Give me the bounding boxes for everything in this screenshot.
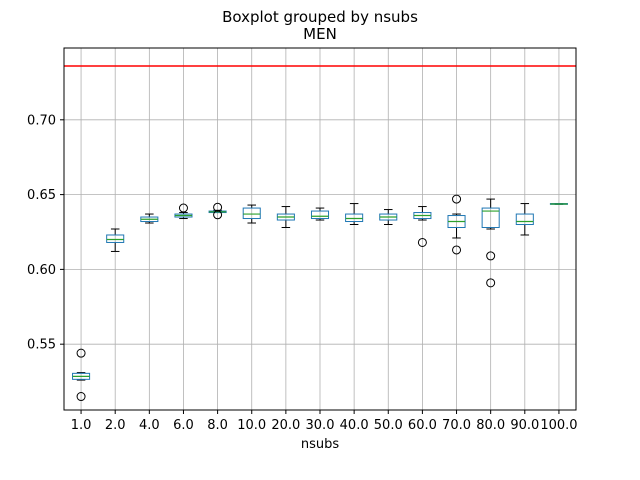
- iqr-box: [515, 213, 534, 226]
- iqr-box: [106, 234, 125, 243]
- x-tick-label: 20.0: [271, 418, 300, 433]
- outlier-point: [417, 237, 427, 247]
- box-1.0: [72, 348, 91, 402]
- outlier-point: [76, 392, 86, 402]
- x-tick-label: 10.0: [237, 418, 266, 433]
- box-80.0: [481, 198, 500, 288]
- grid-lines: [64, 48, 576, 410]
- iqr-box: [310, 210, 330, 220]
- box-30.0: [310, 207, 330, 221]
- box-90.0: [515, 203, 534, 236]
- x-tick-label: 40.0: [340, 418, 369, 433]
- outlier-point: [76, 348, 86, 358]
- outlier-point: [486, 251, 496, 261]
- box-70.0: [447, 194, 466, 255]
- x-tick-label: 100.0: [540, 418, 577, 433]
- x-tick-label: 6.0: [173, 418, 194, 433]
- outlier-point: [213, 210, 223, 220]
- x-tick-label: 8.0: [207, 418, 228, 433]
- y-tick-label: 0.65: [27, 188, 56, 203]
- box-4.0: [140, 213, 159, 224]
- box-60.0: [413, 206, 432, 247]
- chart-title: Boxplot grouped by nsubs: [222, 8, 418, 26]
- x-tick-label: 60.0: [408, 418, 437, 433]
- x-tick-label: 80.0: [476, 418, 505, 433]
- x-tick-label: 30.0: [306, 418, 335, 433]
- box-100.0: [549, 203, 568, 205]
- outlier-point: [486, 278, 496, 288]
- y-tick-label: 0.55: [27, 338, 56, 353]
- box-40.0: [345, 203, 364, 226]
- outlier-point: [452, 194, 462, 204]
- x-tick-label: 2.0: [105, 418, 126, 433]
- boxes-group: [72, 194, 568, 402]
- chart-subtitle: MEN: [303, 25, 337, 43]
- box-50.0: [379, 209, 398, 226]
- box-20.0: [276, 206, 295, 229]
- box-6.0: [174, 203, 193, 220]
- box-10.0: [242, 204, 261, 224]
- y-tick-label: 0.60: [27, 263, 56, 278]
- x-tick-label: 1.0: [71, 418, 92, 433]
- x-tick-label: 70.0: [442, 418, 471, 433]
- box-2.0: [106, 228, 125, 252]
- tick-group: 1.0 2.0 4.0 6.0 8.0 10.0 20.0 30.0 40.0 50.0 60.0 7…: [27, 113, 577, 433]
- x-tick-label: 50.0: [374, 418, 403, 433]
- iqr-box: [242, 207, 261, 220]
- x-tick-label: 4.0: [139, 418, 160, 433]
- outlier-point: [452, 245, 462, 255]
- y-tick-label: 0.70: [27, 113, 56, 128]
- x-tick-label: 90.0: [510, 418, 539, 433]
- iqr-box: [345, 213, 364, 223]
- box-8.0: [208, 202, 227, 220]
- outlier-point: [178, 203, 188, 213]
- x-axis-label: nsubs: [301, 437, 340, 452]
- iqr-box: [481, 207, 500, 229]
- outlier-point: [213, 202, 223, 212]
